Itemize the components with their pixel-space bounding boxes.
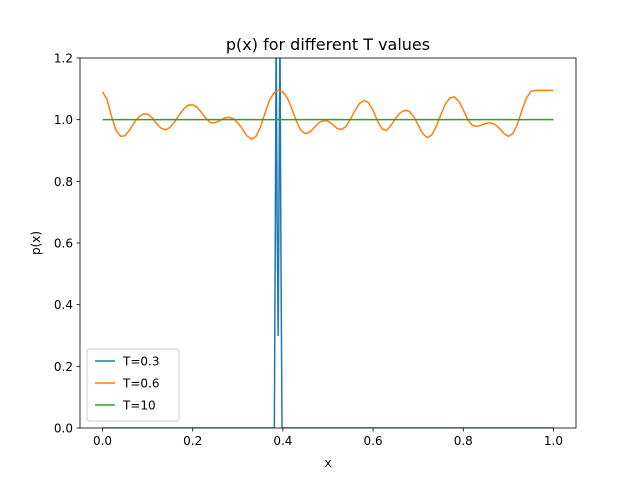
legend-label-0: T=0.3	[122, 355, 159, 369]
series-line-1	[101, 89, 554, 140]
x-tick-label: 0.4	[273, 434, 292, 448]
series-line-0	[102, 58, 554, 428]
series-layer	[101, 58, 554, 428]
x-tick-label: 1.0	[544, 434, 563, 448]
y-tick-label: 0.6	[54, 237, 73, 251]
legend-box	[86, 348, 180, 422]
y-tick-label: 1.2	[54, 52, 73, 66]
legend: T=0.3 T=0.6 T=10	[86, 348, 180, 422]
x-tick-label: 0.2	[183, 434, 202, 448]
legend-label-2: T=10	[122, 399, 156, 413]
y-tick-label: 1.0	[54, 113, 73, 127]
chart-title: p(x) for different T values	[226, 35, 430, 54]
y-tick-label: 0.0	[54, 422, 73, 436]
y-axis: 0.0 0.2 0.4 0.6 0.8 1.0 1.2	[54, 52, 80, 436]
y-tick-label: 0.8	[54, 175, 73, 189]
x-tick-label: 0.8	[454, 434, 473, 448]
y-axis-label: p(x)	[29, 231, 43, 255]
x-tick-label: 0.0	[93, 434, 112, 448]
y-tick-label: 0.4	[54, 298, 73, 312]
legend-label-1: T=0.6	[122, 377, 159, 391]
x-axis: 0.0 0.2 0.4 0.6 0.8 1.0	[93, 428, 563, 448]
y-tick-label: 0.2	[54, 360, 73, 374]
x-axis-label: x	[324, 456, 331, 470]
x-tick-label: 0.6	[364, 434, 383, 448]
